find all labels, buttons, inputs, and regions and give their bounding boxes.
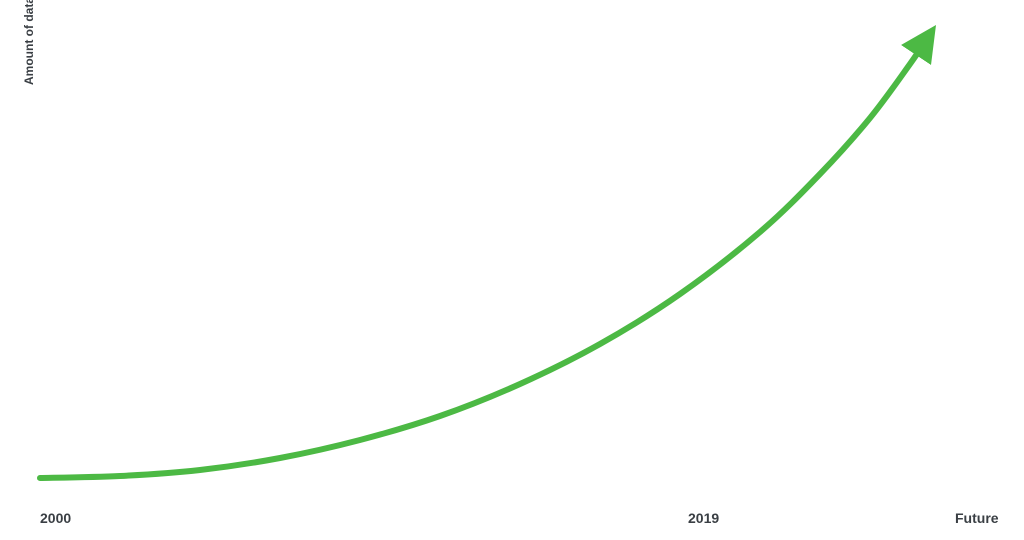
x-tick-label: 2000 (40, 510, 71, 526)
plot-svg (0, 0, 1024, 540)
growth-chart: Amount of data 20002019Future (0, 0, 1024, 540)
x-tick-label: 2019 (688, 510, 719, 526)
x-tick-label: Future (955, 510, 999, 526)
growth-curve (40, 37, 928, 478)
